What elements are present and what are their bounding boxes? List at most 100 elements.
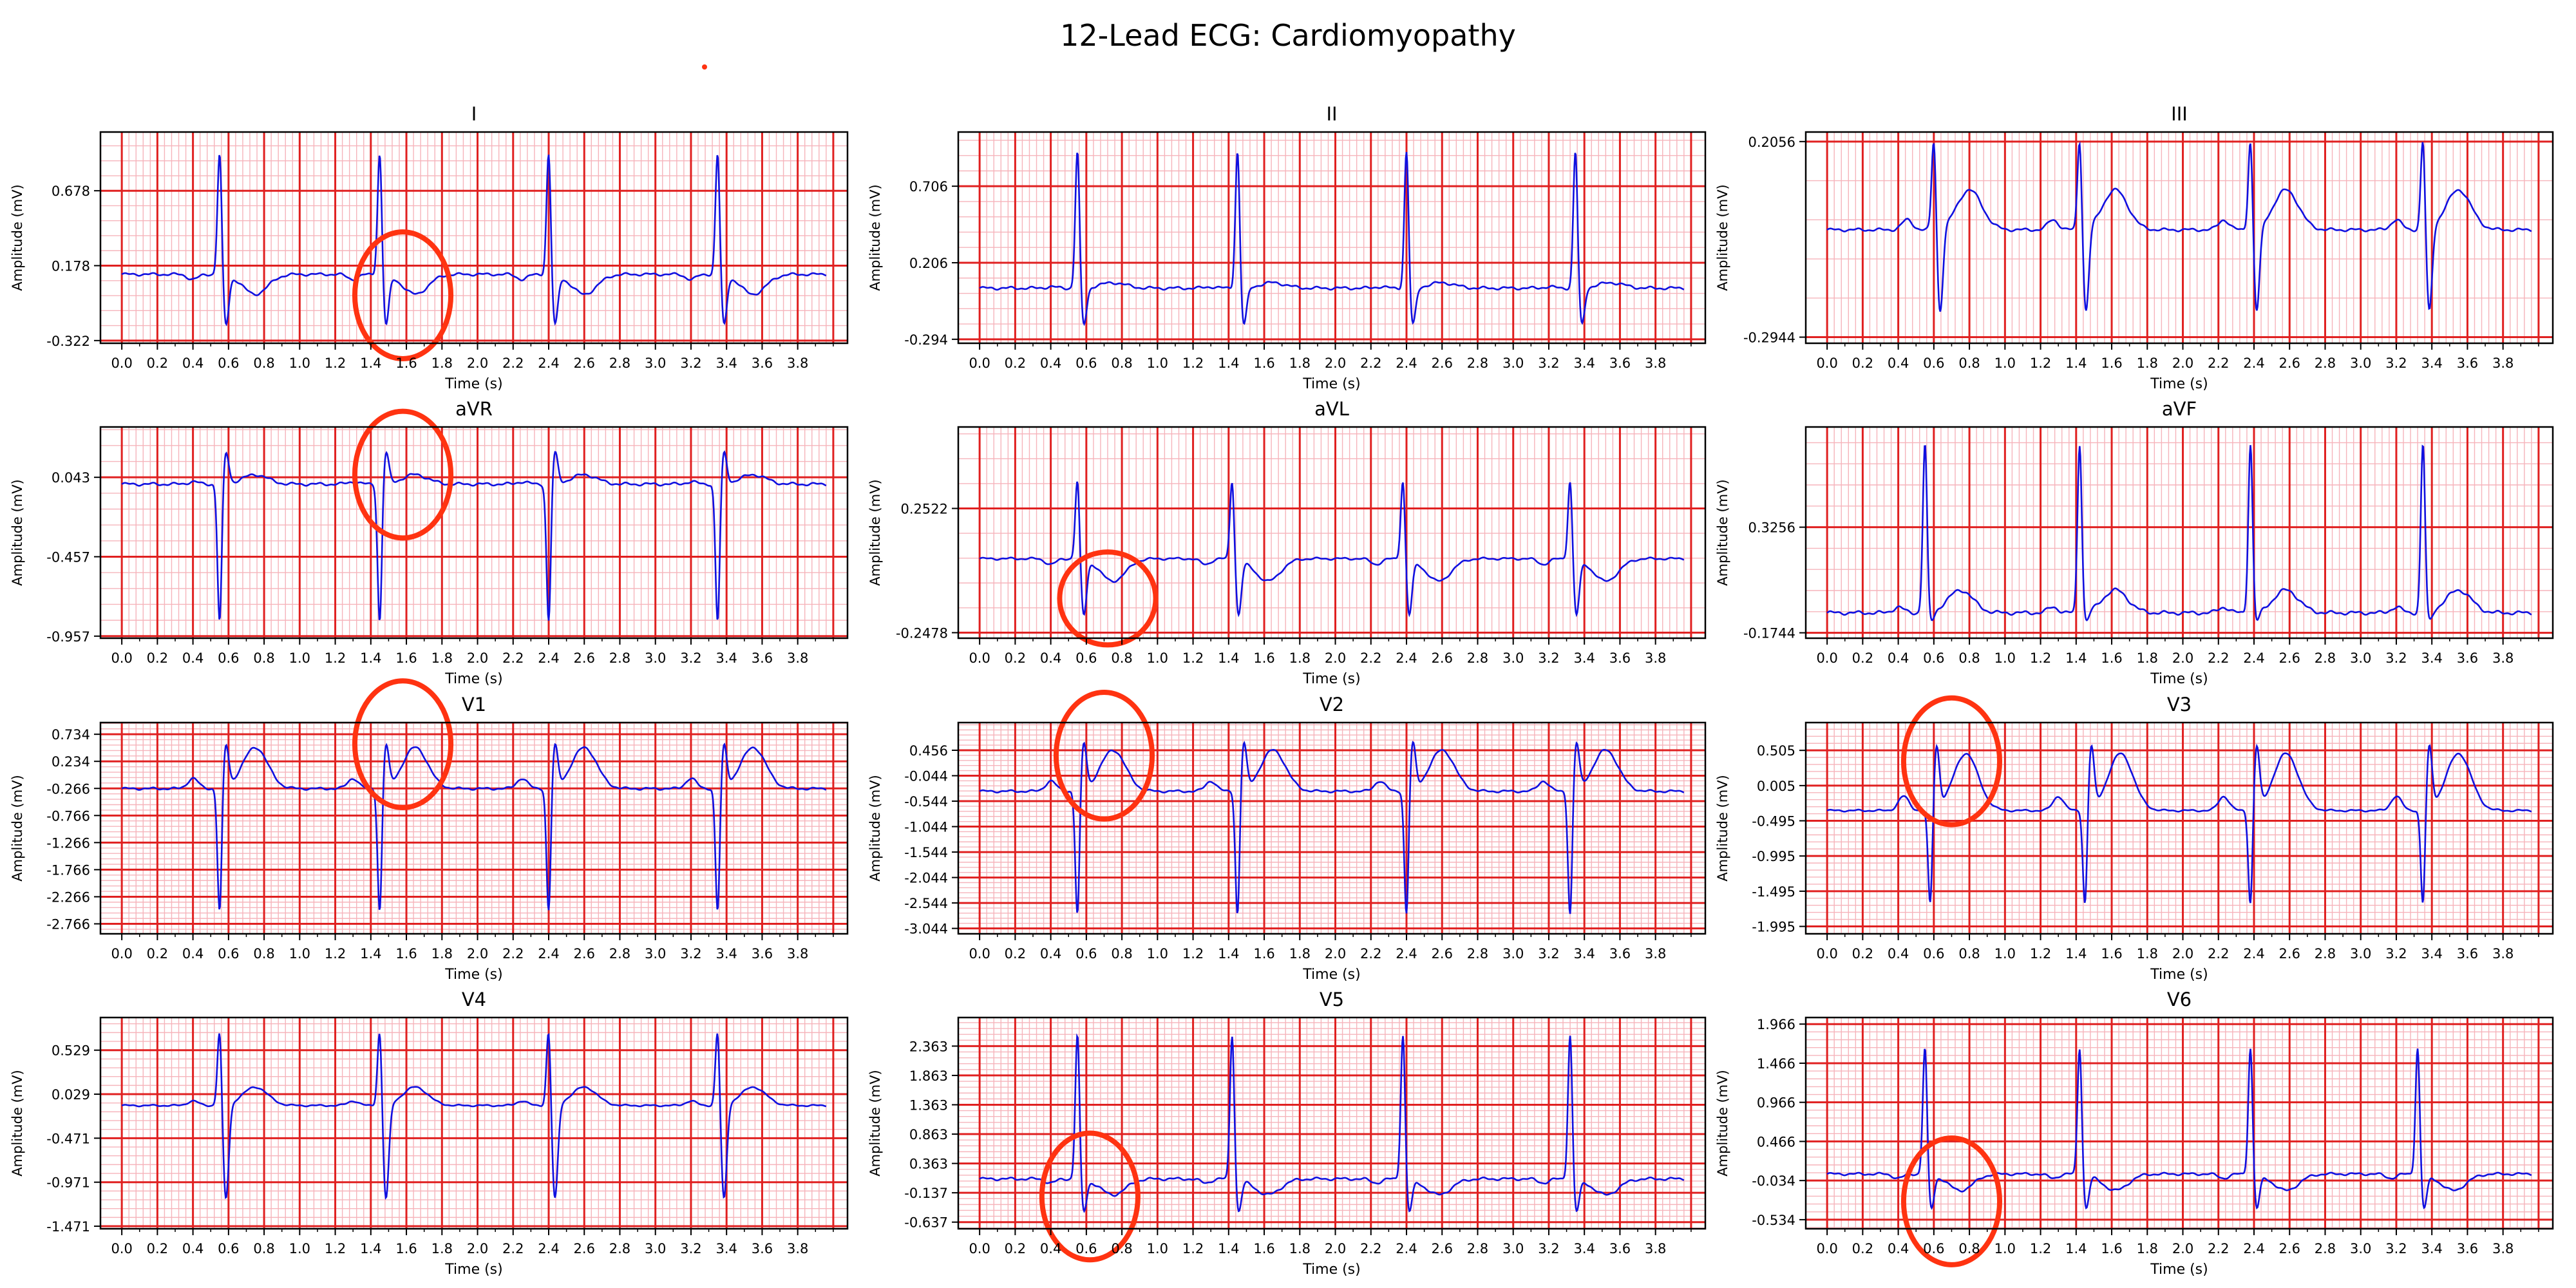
x-tick-label: 0.0 (969, 946, 990, 961)
y-tick-label: -1.266 (46, 835, 90, 851)
x-tick-label: 3.6 (752, 1241, 773, 1256)
y-tick-label: 1.863 (909, 1068, 948, 1084)
minor-grid (1806, 132, 2553, 343)
x-axis-label: Time (s) (444, 967, 502, 983)
y-axis-label: Amplitude (mV) (10, 775, 25, 882)
x-tick-label: 0.4 (182, 946, 204, 961)
x-tick-label: 3.0 (645, 946, 666, 961)
x-tick-label: 1.6 (395, 1241, 417, 1256)
panel-title: aVF (2162, 398, 2197, 420)
x-tick-label: 0.0 (1816, 355, 1837, 371)
minor-grid (100, 132, 848, 343)
x-tick-label: 1.8 (431, 1241, 453, 1256)
x-tick-label: 3.8 (1645, 650, 1666, 666)
x-tick-label: 2.0 (2172, 650, 2193, 666)
x-tick-label: 3.0 (645, 1241, 666, 1256)
x-tick-label: 2.4 (2243, 1241, 2264, 1256)
x-tick-label: 0.6 (1923, 355, 1944, 371)
panel-title: V5 (1320, 989, 1344, 1010)
y-tick-label: -0.995 (1752, 849, 1795, 864)
x-axis-label: Time (s) (1302, 967, 1360, 983)
x-tick-label: 3.2 (1538, 355, 1559, 371)
y-axis-label: Amplitude (mV) (1715, 1070, 1730, 1177)
annotation-circle (1057, 549, 1159, 648)
panel-title: V6 (2167, 989, 2192, 1010)
y-tick-label: 0.678 (52, 184, 90, 199)
y-tick-label: 1.363 (909, 1097, 948, 1113)
x-tick-label: 2.4 (538, 946, 559, 961)
y-tick-label: 0.234 (52, 754, 90, 770)
ecg-trace (1826, 141, 2532, 312)
x-tick-label: 0.6 (218, 650, 239, 666)
x-tick-label: 2.6 (574, 1241, 595, 1256)
x-tick-label: 3.8 (2492, 1241, 2514, 1256)
y-axis-label: Amplitude (mV) (10, 1070, 25, 1177)
x-tick-label: 0.4 (182, 1241, 204, 1256)
x-tick-label: 3.8 (2492, 650, 2514, 666)
x-tick-label: 3.0 (645, 650, 666, 666)
x-axis-label: Time (s) (2150, 967, 2208, 983)
figure-title: 12-Lead ECG: Cardiomyopathy (1060, 18, 1516, 53)
x-tick-label: 1.4 (2065, 650, 2087, 666)
x-tick-label: 3.8 (2492, 355, 2514, 371)
x-tick-label: 3.0 (1502, 355, 1524, 371)
y-tick-label: -0.766 (46, 808, 90, 824)
ecg-panel-i: 0.0 0.2 0.4 0.6 0.8 1.0 1.2 1.4 1.6 1.8 2.0 2.2 2.4 2… (10, 103, 849, 392)
plot-frame (957, 721, 1707, 935)
panel-title: aVR (455, 398, 493, 420)
ecg-trace (1826, 444, 2532, 621)
major-grid (100, 1018, 848, 1229)
annotation-circle (352, 229, 454, 361)
x-tick-label: 3.2 (1538, 946, 1559, 961)
x-tick-label: 2.0 (467, 650, 488, 666)
x-tick-label: 2.6 (1432, 946, 1453, 961)
y-axis-label: Amplitude (mV) (867, 1070, 883, 1177)
plot-frame (1804, 131, 2554, 345)
x-tick-label: 2.8 (2315, 1241, 2336, 1256)
ecg-trace (1826, 1048, 2532, 1210)
x-tick-label: 1.6 (1253, 355, 1274, 371)
x-axis-label: Time (s) (444, 671, 502, 687)
x-tick-label: 1.2 (1182, 1241, 1204, 1256)
x-tick-label: 0.6 (1075, 650, 1097, 666)
annotation-circle (1053, 689, 1155, 822)
y-tick-label: -0.266 (46, 781, 90, 797)
ecg-panel-iii: 0.0 0.2 0.4 0.6 0.8 1.0 1.2 1.4 1.6 1.8 2.0 2.2 2.4 2… (1715, 103, 2554, 392)
x-tick-label: 1.0 (1147, 355, 1168, 371)
x-tick-label: 0.0 (969, 355, 990, 371)
x-tick-label: 0.8 (1111, 946, 1132, 961)
x-tick-label: 2.2 (2208, 946, 2229, 961)
x-axis-label: Time (s) (2150, 376, 2208, 392)
x-tick-label: 3.2 (1538, 650, 1559, 666)
x-tick-label: 2.8 (609, 1241, 630, 1256)
y-tick-label: -0.322 (46, 334, 90, 349)
y-tick-label: -0.544 (904, 794, 948, 810)
x-tick-label: 1.0 (1147, 1241, 1168, 1256)
x-tick-label: 0.2 (1005, 946, 1026, 961)
y-tick-label: 0.734 (52, 727, 90, 743)
x-tick-label: 3.0 (2350, 355, 2371, 371)
y-tick-label: -1.495 (1752, 884, 1795, 900)
y-tick-label: -2.044 (904, 871, 948, 886)
y-axis-label: Amplitude (mV) (1715, 775, 1730, 882)
minor-grid (958, 427, 1705, 638)
y-tick-label: -2.266 (46, 889, 90, 905)
y-tick-label: -0.1744 (1743, 626, 1795, 641)
x-tick-label: 2.6 (2279, 1241, 2300, 1256)
x-tick-label: 0.0 (969, 650, 990, 666)
y-tick-label: -1.471 (46, 1219, 90, 1235)
x-tick-label: 0.2 (147, 946, 168, 961)
x-tick-label: 1.8 (431, 946, 453, 961)
x-tick-label: 1.2 (2030, 650, 2051, 666)
y-axis-label: Amplitude (mV) (1715, 184, 1730, 291)
x-tick-label: 1.8 (1289, 1241, 1311, 1256)
x-tick-label: 3.6 (752, 946, 773, 961)
x-tick-label: 1.4 (1218, 355, 1239, 371)
x-tick-label: 2.2 (2208, 355, 2229, 371)
major-grid (1806, 427, 2553, 638)
y-axis-label: Amplitude (mV) (10, 479, 25, 586)
y-axis-label: Amplitude (mV) (1715, 479, 1730, 586)
x-tick-label: 0.4 (1888, 355, 1909, 371)
x-tick-label: 1.2 (325, 355, 346, 371)
